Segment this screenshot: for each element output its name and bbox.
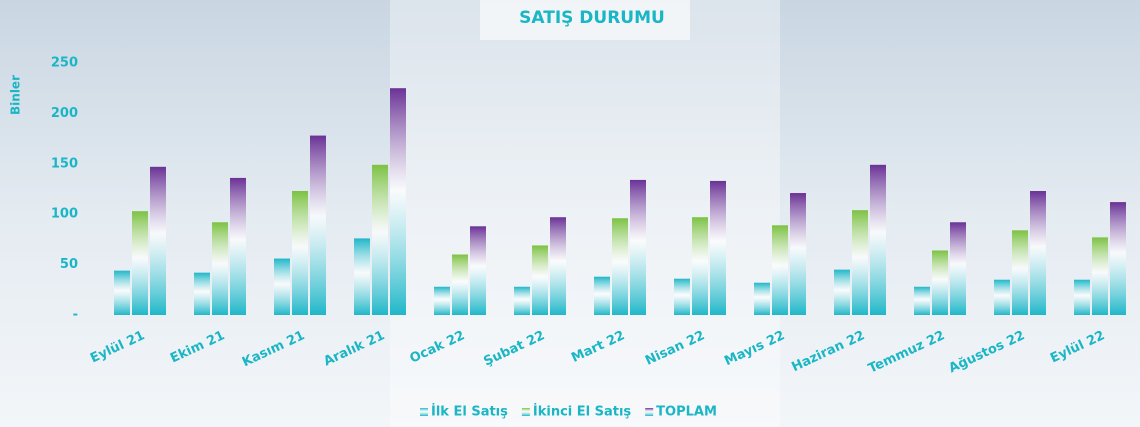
bar [612, 218, 628, 315]
bar [372, 165, 388, 315]
bar [674, 279, 690, 315]
legend-label: İkinci El Satış [533, 404, 632, 420]
bar [932, 250, 948, 315]
chart-title: SATIŞ DURUMU [519, 8, 665, 28]
bar [310, 136, 326, 315]
y-tick-label: 50 [60, 257, 78, 272]
bar [230, 178, 246, 315]
bar [994, 280, 1010, 315]
chart: SATIŞ DURUMU Binler -50100150200250Eylül… [0, 0, 1140, 427]
bar [212, 222, 228, 315]
bar [914, 287, 930, 315]
y-tick-label: 200 [51, 106, 78, 121]
bar [292, 191, 308, 315]
bar [434, 287, 450, 315]
legend-label: TOPLAM [656, 405, 717, 420]
y-tick-label: 250 [51, 56, 78, 71]
y-axis-title: Binler [9, 75, 23, 115]
bar [452, 255, 468, 315]
bar [274, 259, 290, 315]
legend-swatch [420, 408, 428, 416]
bar [1110, 202, 1126, 315]
y-tick-label: 150 [51, 156, 78, 171]
bar [852, 210, 868, 315]
bar [550, 217, 566, 315]
bar [594, 277, 610, 315]
bar [772, 225, 788, 315]
y-tick-label: - [73, 308, 78, 323]
y-tick-label: 100 [51, 207, 78, 222]
bar [834, 270, 850, 315]
bar [630, 180, 646, 315]
bar [1012, 230, 1028, 315]
bar [1030, 191, 1046, 315]
bar [514, 287, 530, 315]
bar [354, 238, 370, 315]
bar [1074, 280, 1090, 315]
bar [194, 273, 210, 315]
bar [790, 193, 806, 315]
bar [150, 167, 166, 315]
bar [710, 181, 726, 315]
legend-swatch [522, 408, 530, 416]
bar [1092, 237, 1108, 315]
bar [532, 245, 548, 315]
bar [114, 271, 130, 315]
bar [470, 226, 486, 315]
bar [132, 211, 148, 315]
legend-swatch [645, 408, 653, 416]
bar [870, 165, 886, 315]
bar [754, 283, 770, 315]
bar [692, 217, 708, 315]
legend-label: İlk El Satış [431, 404, 508, 420]
bar [390, 88, 406, 315]
bar [950, 222, 966, 315]
